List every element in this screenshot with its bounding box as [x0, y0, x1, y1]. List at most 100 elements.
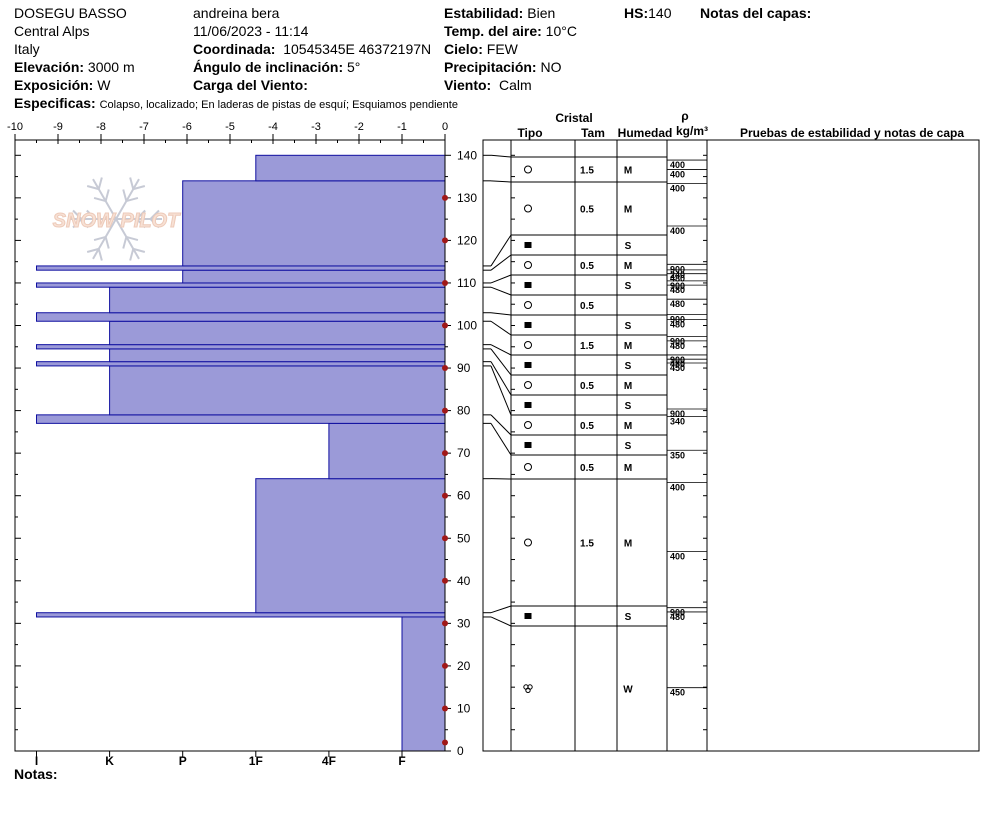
- snowflake-branch: [72, 209, 83, 220]
- hardness-layer-I: [36, 361, 446, 367]
- x-tick-label: -2: [354, 121, 364, 133]
- grain-size: 1.5: [580, 166, 594, 177]
- melt-form-icon: [525, 687, 531, 693]
- slope-value: 5°: [347, 59, 361, 75]
- hardness-layer-4F: [328, 422, 446, 480]
- x-tick-label: 0: [442, 121, 448, 133]
- region-name: Central Alps: [14, 23, 90, 39]
- density-value: 400: [670, 169, 685, 179]
- temperature-point: [442, 322, 448, 329]
- hardness-layer-1F: [255, 478, 446, 614]
- snowflake-branch: [129, 248, 135, 261]
- snowflake-branch: [149, 218, 160, 229]
- rounded-grain-icon: [524, 204, 532, 213]
- density-value: 900: [670, 337, 685, 347]
- temperature-point: [442, 705, 448, 712]
- hardness-layer-I: [36, 265, 446, 271]
- moisture-value: S: [625, 401, 632, 412]
- x-tick-label: -8: [96, 121, 106, 133]
- crystal-header: Cristal: [555, 111, 592, 125]
- moisture-header: Humedad: [618, 126, 673, 140]
- hardness-layer-K: [109, 365, 446, 416]
- type-header: Tipo: [517, 126, 542, 140]
- moisture-value: M: [624, 421, 632, 432]
- hardness-label: K: [105, 754, 114, 768]
- moisture-value: S: [625, 441, 632, 452]
- boundary-connector: [490, 234, 512, 267]
- aspect-value: W: [97, 77, 111, 93]
- precip-row: Precipitación: NO: [444, 58, 561, 76]
- moisture-value: M: [624, 463, 632, 474]
- boundary-connector: [490, 320, 512, 336]
- density-value: 340: [670, 417, 685, 427]
- moisture-value: M: [624, 539, 632, 550]
- observation-datetime: 11/06/2023 - 11:14: [193, 23, 309, 39]
- snowflake-branch: [86, 209, 97, 220]
- density-value: 900: [670, 355, 685, 365]
- x-tick-label: -6: [182, 121, 192, 133]
- faceted-grain-icon: [524, 242, 532, 248]
- grain-size: 1.5: [580, 341, 594, 352]
- elevation-row: Elevación: 3000 m: [14, 58, 135, 76]
- y-tick-label: 130: [457, 191, 477, 205]
- boundary-connector: [490, 180, 512, 183]
- moisture-value: M: [624, 341, 632, 352]
- rounded-grain-icon: [524, 301, 532, 309]
- y-tick-label: 40: [457, 574, 471, 588]
- air-temp-value: 10°C: [545, 23, 577, 39]
- density-value: 450: [670, 363, 685, 373]
- density-value: 480: [670, 612, 685, 622]
- faceted-grain-icon: [524, 362, 532, 368]
- temperature-point: [442, 492, 448, 499]
- grain-size: 0.5: [580, 463, 594, 474]
- snowflake-branch: [132, 185, 146, 191]
- density-value: 900: [670, 281, 685, 291]
- snowflake-branch: [129, 177, 135, 190]
- temperature-point: [442, 577, 448, 584]
- hardness-label: 1F: [249, 754, 263, 768]
- temperature-point: [442, 662, 448, 669]
- x-tick-label: -9: [53, 121, 63, 133]
- snowflake-branch: [86, 185, 100, 191]
- air-temp-row: Temp. del aire: 10°C: [444, 22, 577, 40]
- moisture-value: S: [625, 321, 632, 332]
- grain-size: 0.5: [580, 421, 594, 432]
- snowflake-branch: [93, 197, 106, 203]
- coordinates-value: 10545345E 46372197N: [283, 41, 432, 57]
- size-header: Tam: [581, 126, 605, 140]
- moisture-value: M: [624, 381, 632, 392]
- temperature-point: [442, 407, 448, 414]
- specifics-row: Especificas: Colapso, localizado; En lad…: [14, 94, 458, 114]
- aspect-label: Exposición:: [14, 77, 94, 93]
- snowflake-branch: [86, 218, 97, 229]
- hardness-layer-I: [36, 344, 446, 350]
- boundary-connector: [490, 414, 512, 436]
- specifics-value: Colapso, localizado; En laderas de pista…: [99, 99, 458, 111]
- hs-value: 140: [648, 5, 672, 21]
- grain-size: 0.5: [580, 205, 594, 216]
- hardness-layer-P: [182, 180, 446, 267]
- rho-header: ρ: [681, 109, 688, 123]
- density-value: 480: [670, 299, 685, 309]
- y-tick-label: 60: [457, 489, 471, 503]
- rounded-grain-icon: [524, 261, 532, 269]
- y-tick-label: 110: [457, 276, 476, 290]
- specifics-label: Especificas:: [14, 95, 96, 111]
- hardness-layer-I: [36, 414, 446, 424]
- y-tick-label: 10: [457, 701, 471, 715]
- snowflake-branch: [126, 197, 139, 203]
- x-tick-label: -10: [7, 121, 23, 133]
- hardness-layer-P: [182, 269, 446, 284]
- temperature-point: [442, 535, 448, 542]
- boundary-connector: [490, 344, 512, 356]
- snowflake-branch: [135, 218, 146, 229]
- rounded-grain-icon: [524, 421, 532, 429]
- snowflake-arm: [92, 178, 117, 220]
- slope-label: Ángulo de inclinación:: [193, 59, 344, 75]
- snowflake-arm: [115, 218, 140, 260]
- snowflake-branch: [72, 218, 83, 229]
- density-unit-header: kg/m³: [676, 124, 708, 138]
- moisture-value: S: [625, 241, 632, 252]
- faceted-grain-icon: [524, 282, 532, 288]
